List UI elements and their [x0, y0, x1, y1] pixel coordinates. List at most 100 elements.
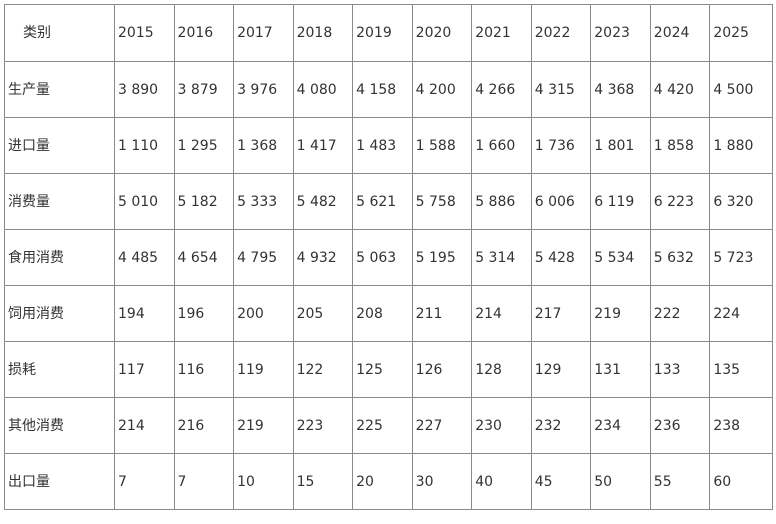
table-cell: 126: [411, 341, 473, 398]
table-cell: 6 119: [590, 173, 651, 230]
table-cell: 20: [352, 453, 413, 510]
table-cell: 196: [173, 285, 235, 342]
year-header: 2018: [292, 4, 354, 62]
year-header: 2025: [709, 4, 773, 62]
table-cell: 223: [292, 397, 354, 454]
table-cell: 4 080: [292, 61, 354, 118]
table-cell: 116: [173, 341, 235, 398]
table-cell: 222: [649, 285, 711, 342]
table-cell: 1 736: [530, 117, 592, 174]
table-cell: 238: [709, 397, 773, 454]
table-cell: 4 932: [292, 229, 354, 286]
table-cell: 5 195: [411, 229, 473, 286]
year-header: 2022: [530, 4, 592, 62]
table-cell: 194: [114, 285, 175, 342]
table-cell: 1 588: [411, 117, 473, 174]
table-row: 其他消费 214 216 219 223 225 227 230 232 234 236 238: [4, 397, 773, 454]
row-label: 消费量: [4, 173, 115, 230]
row-label: 饲用消费: [4, 285, 115, 342]
table-cell: 6 223: [649, 173, 711, 230]
table-cell: 5 534: [590, 229, 651, 286]
table-cell: 7: [114, 453, 175, 510]
row-label: 损耗: [4, 341, 115, 398]
table-cell: 1 483: [352, 117, 413, 174]
table-cell: 60: [709, 453, 773, 510]
table-cell: 3 890: [114, 61, 175, 118]
table-cell: 234: [590, 397, 651, 454]
year-header: 2020: [411, 4, 473, 62]
table-cell: 236: [649, 397, 711, 454]
table-cell: 129: [530, 341, 592, 398]
table-cell: 128: [471, 341, 532, 398]
table-row: 进口量 1 110 1 295 1 368 1 417 1 483 1 588 1 660 1 …: [4, 117, 773, 174]
year-header: 2021: [471, 4, 532, 62]
table-cell: 4 368: [590, 61, 651, 118]
table-cell: 6 006: [530, 173, 592, 230]
table-cell: 4 420: [649, 61, 711, 118]
table-cell: 4 200: [411, 61, 473, 118]
table-cell: 5 428: [530, 229, 592, 286]
table-cell: 45: [530, 453, 592, 510]
table-header-row: 类别 2015 2016 2017 2018 2019 2020 2021 2022 2023 2…: [4, 4, 773, 62]
table-cell: 216: [173, 397, 235, 454]
table-cell: 40: [471, 453, 532, 510]
table-cell: 125: [352, 341, 413, 398]
table-cell: 6 320: [709, 173, 773, 230]
corner-label: 类别: [4, 4, 115, 62]
table-cell: 122: [292, 341, 354, 398]
table-cell: 135: [709, 341, 773, 398]
table-cell: 232: [530, 397, 592, 454]
row-label: 生产量: [4, 61, 115, 118]
row-label: 食用消费: [4, 229, 115, 286]
table-cell: 5 314: [471, 229, 532, 286]
table-cell: 211: [411, 285, 473, 342]
table-cell: 214: [471, 285, 532, 342]
table-cell: 5 621: [352, 173, 413, 230]
table-cell: 50: [590, 453, 651, 510]
row-label: 其他消费: [4, 397, 115, 454]
table-cell: 1 801: [590, 117, 651, 174]
table-row: 生产量 3 890 3 879 3 976 4 080 4 158 4 200 4 266 4 …: [4, 61, 773, 118]
row-label: 进口量: [4, 117, 115, 174]
table-cell: 219: [233, 397, 294, 454]
table-cell: 5 758: [411, 173, 473, 230]
table-cell: 133: [649, 341, 711, 398]
table-cell: 1 858: [649, 117, 711, 174]
table-cell: 208: [352, 285, 413, 342]
table-cell: 1 880: [709, 117, 773, 174]
table-body: 类别 2015 2016 2017 2018 2019 2020 2021 2022 2023 2…: [4, 4, 773, 510]
table-cell: 30: [411, 453, 473, 510]
table-cell: 200: [233, 285, 294, 342]
table-cell: 3 879: [173, 61, 235, 118]
table-cell: 55: [649, 453, 711, 510]
year-header: 2016: [173, 4, 235, 62]
table-cell: 5 063: [352, 229, 413, 286]
table-cell: 1 368: [233, 117, 294, 174]
table-cell: 230: [471, 397, 532, 454]
table-cell: 4 654: [173, 229, 235, 286]
table-cell: 5 333: [233, 173, 294, 230]
table-cell: 5 723: [709, 229, 773, 286]
table-cell: 1 110: [114, 117, 175, 174]
table-cell: 4 500: [709, 61, 773, 118]
table-cell: 4 315: [530, 61, 592, 118]
table-row: 饲用消费 194 196 200 205 208 211 214 217 219 222 224: [4, 285, 773, 342]
table-cell: 131: [590, 341, 651, 398]
table-cell: 4 158: [352, 61, 413, 118]
table-cell: 5 482: [292, 173, 354, 230]
table-row: 消费量 5 010 5 182 5 333 5 482 5 621 5 758 5 886 6 …: [4, 173, 773, 230]
table-cell: 15: [292, 453, 354, 510]
table-cell: 5 632: [649, 229, 711, 286]
table-cell: 214: [114, 397, 175, 454]
table-cell: 3 976: [233, 61, 294, 118]
year-header: 2019: [352, 4, 413, 62]
table-cell: 4 485: [114, 229, 175, 286]
table-cell: 217: [530, 285, 592, 342]
table-row: 出口量 7 7 10 15 20 30 40 45 50 55 60: [4, 453, 773, 510]
table-cell: 4 266: [471, 61, 532, 118]
table-cell: 119: [233, 341, 294, 398]
year-header: 2023: [590, 4, 651, 62]
table-cell: 225: [352, 397, 413, 454]
data-table: 类别 2015 2016 2017 2018 2019 2020 2021 2022 2023 2…: [4, 4, 773, 510]
